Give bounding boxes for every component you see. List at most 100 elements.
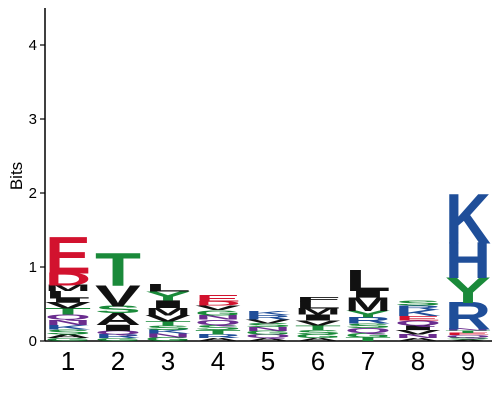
logo-letter: T bbox=[45, 307, 91, 317]
logo-letter: M bbox=[45, 283, 91, 293]
logo-letter: I bbox=[345, 288, 391, 300]
y-axis-label: Bits bbox=[7, 162, 26, 190]
logo-letter: R bbox=[95, 333, 141, 339]
logo-letter: F bbox=[295, 295, 341, 303]
logo-letter: D bbox=[45, 269, 91, 290]
y-tick-label: 3 bbox=[29, 111, 37, 128]
logo-letter: A bbox=[245, 337, 291, 342]
logo-letter: V bbox=[95, 279, 141, 313]
logo-letter: A bbox=[195, 337, 241, 342]
logo-letter: Q bbox=[45, 313, 91, 322]
logo-letter: V bbox=[245, 319, 292, 325]
logo-letter: N bbox=[445, 328, 491, 332]
logo-letter: N bbox=[45, 318, 91, 327]
x-tick-label: 9 bbox=[461, 346, 475, 376]
x-tick-label: 8 bbox=[411, 346, 425, 376]
logo-letter: R bbox=[195, 333, 241, 339]
logo-letter: K bbox=[45, 323, 91, 330]
logo-letter: L bbox=[145, 282, 191, 294]
x-tick-label: 1 bbox=[61, 346, 75, 376]
logo-letter: I bbox=[145, 298, 191, 310]
logo-letter: T bbox=[95, 244, 141, 297]
logo-letter: R bbox=[345, 316, 391, 326]
y-tick-label: 2 bbox=[29, 185, 37, 202]
logo-letter: E bbox=[445, 332, 491, 336]
y-axis: 0 1 2 3 4 bbox=[29, 8, 46, 350]
logo-letter: A bbox=[95, 309, 141, 329]
logo-letter: R bbox=[445, 294, 491, 338]
y-tick-label: 0 bbox=[29, 333, 37, 350]
logo-letter: S bbox=[445, 337, 491, 341]
letter-stacks: GASKNQTVILMDEGRQIASVTGNKSTVMIYLARTSQNGVD… bbox=[45, 180, 491, 342]
x-tick-label: 6 bbox=[311, 346, 325, 376]
y-tick-label: 4 bbox=[29, 37, 37, 54]
logo-letter: R bbox=[245, 314, 291, 321]
logo-letter: H bbox=[445, 232, 491, 290]
logo-letter: A bbox=[395, 337, 441, 342]
x-tick-label: 7 bbox=[361, 346, 375, 376]
logo-letter: T bbox=[145, 320, 191, 327]
logo-letter: L bbox=[345, 263, 391, 297]
logo-letter: S bbox=[145, 324, 191, 331]
logo-letter: S bbox=[345, 322, 391, 329]
logo-letter: S bbox=[195, 323, 241, 331]
logo-letter: Y bbox=[345, 309, 391, 320]
x-axis: 1 2 3 4 5 6 7 8 9 bbox=[45, 340, 492, 376]
logo-letter: S bbox=[245, 322, 291, 328]
logo-letter: Y bbox=[445, 269, 491, 311]
logo-letter: A bbox=[295, 337, 341, 342]
logo-letter: Q bbox=[245, 333, 291, 339]
logo-letter: K bbox=[145, 329, 191, 335]
logo-letter: M bbox=[345, 293, 391, 315]
logo-letter: V bbox=[45, 301, 91, 311]
logo-letter: Q bbox=[445, 334, 491, 338]
logo-letter: A bbox=[445, 339, 491, 341]
logo-letter: Q bbox=[195, 318, 241, 327]
logo-letter: K bbox=[395, 308, 441, 318]
logo-letter: V bbox=[295, 319, 341, 328]
x-tick-label: 3 bbox=[161, 346, 175, 376]
logo-letter: A bbox=[45, 333, 91, 339]
logo-letter: K bbox=[245, 310, 291, 316]
logo-letter: N bbox=[195, 314, 241, 321]
logo-letter: G bbox=[345, 332, 391, 339]
logo-letter: S bbox=[395, 299, 441, 307]
logo-letter: S bbox=[95, 303, 141, 315]
logo-letter: S bbox=[295, 329, 341, 336]
logo-letter: Q bbox=[345, 326, 391, 335]
logo-letter: T bbox=[345, 336, 392, 342]
logo-letter: M bbox=[145, 306, 191, 318]
logo-letter: T bbox=[195, 329, 241, 336]
logo-letter: D bbox=[195, 300, 241, 307]
logo-letter: I bbox=[45, 297, 91, 304]
x-tick-label: 2 bbox=[111, 346, 125, 376]
logo-letter: G bbox=[145, 336, 191, 342]
logo-letter: T bbox=[445, 330, 491, 334]
logo-letter: Q bbox=[95, 330, 141, 336]
logo-letter: L bbox=[295, 300, 341, 311]
logo-letter: V bbox=[195, 304, 241, 311]
logo-letter: S bbox=[45, 328, 91, 336]
logo-letter: N bbox=[145, 332, 191, 338]
logo-letter: I bbox=[395, 324, 441, 331]
logo-letter: G bbox=[295, 333, 341, 339]
logo-letter: R bbox=[395, 304, 441, 311]
logo-letter: K bbox=[445, 180, 491, 259]
logo-letter: I bbox=[95, 323, 141, 333]
logo-letter: G bbox=[95, 337, 141, 342]
logo-letter: N bbox=[395, 333, 441, 339]
x-tick-label: 4 bbox=[211, 346, 225, 376]
logo-letter: I bbox=[295, 313, 341, 323]
logo-letter: M bbox=[295, 307, 341, 317]
x-tick-label: 5 bbox=[261, 346, 275, 376]
